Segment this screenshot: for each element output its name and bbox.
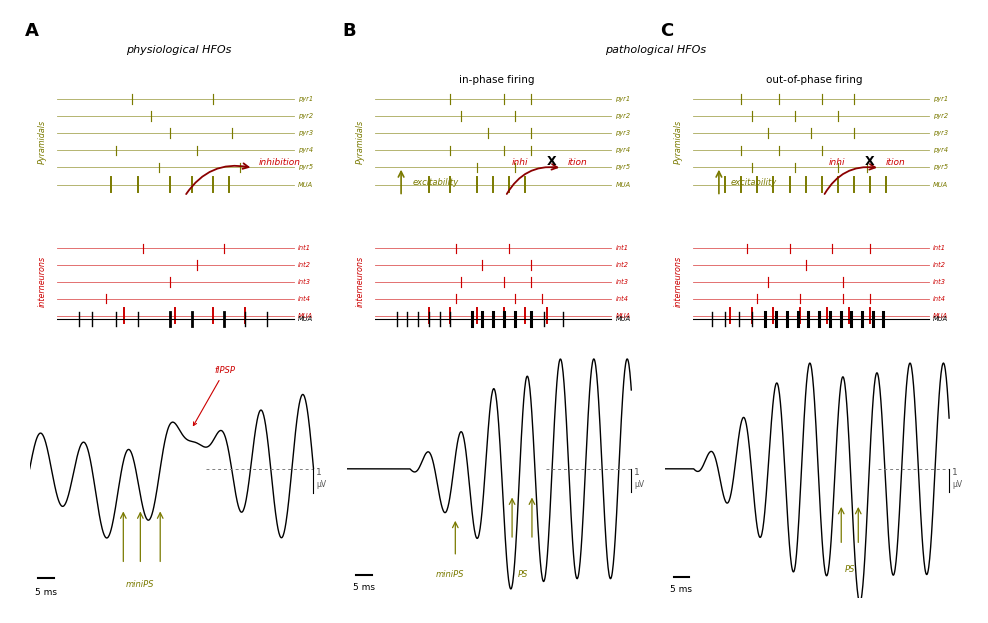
Text: MUA: MUA	[616, 316, 630, 322]
Text: MUA: MUA	[297, 313, 312, 318]
Text: pathological HFOs: pathological HFOs	[605, 45, 706, 55]
Text: pyr4: pyr4	[616, 147, 630, 153]
Text: pyr4: pyr4	[297, 147, 312, 153]
Text: X: X	[864, 155, 874, 168]
Text: interneurons: interneurons	[39, 256, 47, 308]
Text: MUA: MUA	[616, 313, 630, 318]
Text: int2: int2	[616, 262, 628, 268]
Text: μV: μV	[316, 480, 326, 489]
Text: μV: μV	[952, 480, 962, 488]
Text: int3: int3	[297, 279, 310, 285]
Text: pyr3: pyr3	[297, 130, 312, 136]
Text: pyr2: pyr2	[297, 113, 312, 119]
Text: pyr1: pyr1	[616, 96, 630, 102]
Text: inhi: inhi	[829, 158, 846, 167]
Text: pyr2: pyr2	[616, 113, 630, 119]
Text: pyr5: pyr5	[297, 164, 312, 171]
Text: int1: int1	[933, 245, 947, 251]
Text: excitability: excitability	[731, 178, 778, 187]
Text: A: A	[25, 22, 39, 40]
Text: int2: int2	[933, 262, 947, 268]
Text: MUA: MUA	[933, 181, 948, 188]
Text: 1: 1	[316, 468, 322, 477]
Text: inhibition: inhibition	[259, 158, 301, 167]
Text: int3: int3	[933, 279, 947, 285]
Text: miniPS: miniPS	[436, 569, 464, 579]
Text: int4: int4	[616, 296, 628, 302]
Text: C: C	[660, 22, 674, 40]
Text: μV: μV	[634, 480, 644, 489]
Text: pyr4: pyr4	[933, 147, 948, 153]
Text: ition: ition	[886, 158, 906, 167]
Text: pyr5: pyr5	[933, 164, 948, 171]
Text: Pyramidals: Pyramidals	[356, 120, 365, 164]
Text: out-of-phase firing: out-of-phase firing	[766, 75, 863, 85]
Text: 5 ms: 5 ms	[353, 583, 374, 592]
Text: pyr1: pyr1	[933, 96, 948, 102]
Text: pyr3: pyr3	[616, 130, 630, 136]
Text: MUA: MUA	[933, 313, 948, 318]
Text: pyr1: pyr1	[297, 96, 312, 102]
Text: ition: ition	[568, 158, 588, 167]
Text: physiological HFOs: physiological HFOs	[126, 45, 231, 55]
Text: 5 ms: 5 ms	[35, 588, 57, 597]
Text: int4: int4	[297, 296, 310, 302]
Text: B: B	[343, 22, 356, 40]
Text: pyr3: pyr3	[933, 130, 948, 136]
Text: pyr2: pyr2	[933, 113, 948, 119]
Text: Pyramidals: Pyramidals	[674, 120, 683, 164]
Text: MUA: MUA	[616, 181, 630, 188]
Text: Pyramidals: Pyramidals	[39, 120, 47, 164]
Text: interneurons: interneurons	[674, 256, 683, 308]
Text: 1: 1	[952, 468, 957, 477]
Text: PS: PS	[845, 565, 855, 574]
Text: fIPSP: fIPSP	[194, 366, 235, 426]
Text: MUA: MUA	[297, 181, 312, 188]
Text: miniPS: miniPS	[126, 580, 154, 589]
Text: excitability: excitability	[413, 178, 459, 187]
Text: inhi: inhi	[512, 158, 528, 167]
Text: int1: int1	[616, 245, 628, 251]
Text: in-phase firing: in-phase firing	[458, 75, 535, 85]
Text: pyr5: pyr5	[616, 164, 630, 171]
Text: int3: int3	[616, 279, 628, 285]
Text: int1: int1	[297, 245, 310, 251]
Text: PS: PS	[519, 569, 529, 579]
Text: int4: int4	[933, 296, 947, 302]
Text: interneurons: interneurons	[356, 256, 365, 308]
Text: 1: 1	[634, 468, 640, 477]
Text: MUA: MUA	[297, 316, 312, 322]
Text: X: X	[546, 155, 556, 168]
Text: MUA: MUA	[933, 316, 948, 322]
Text: 5 ms: 5 ms	[671, 585, 693, 594]
Text: int2: int2	[297, 262, 310, 268]
